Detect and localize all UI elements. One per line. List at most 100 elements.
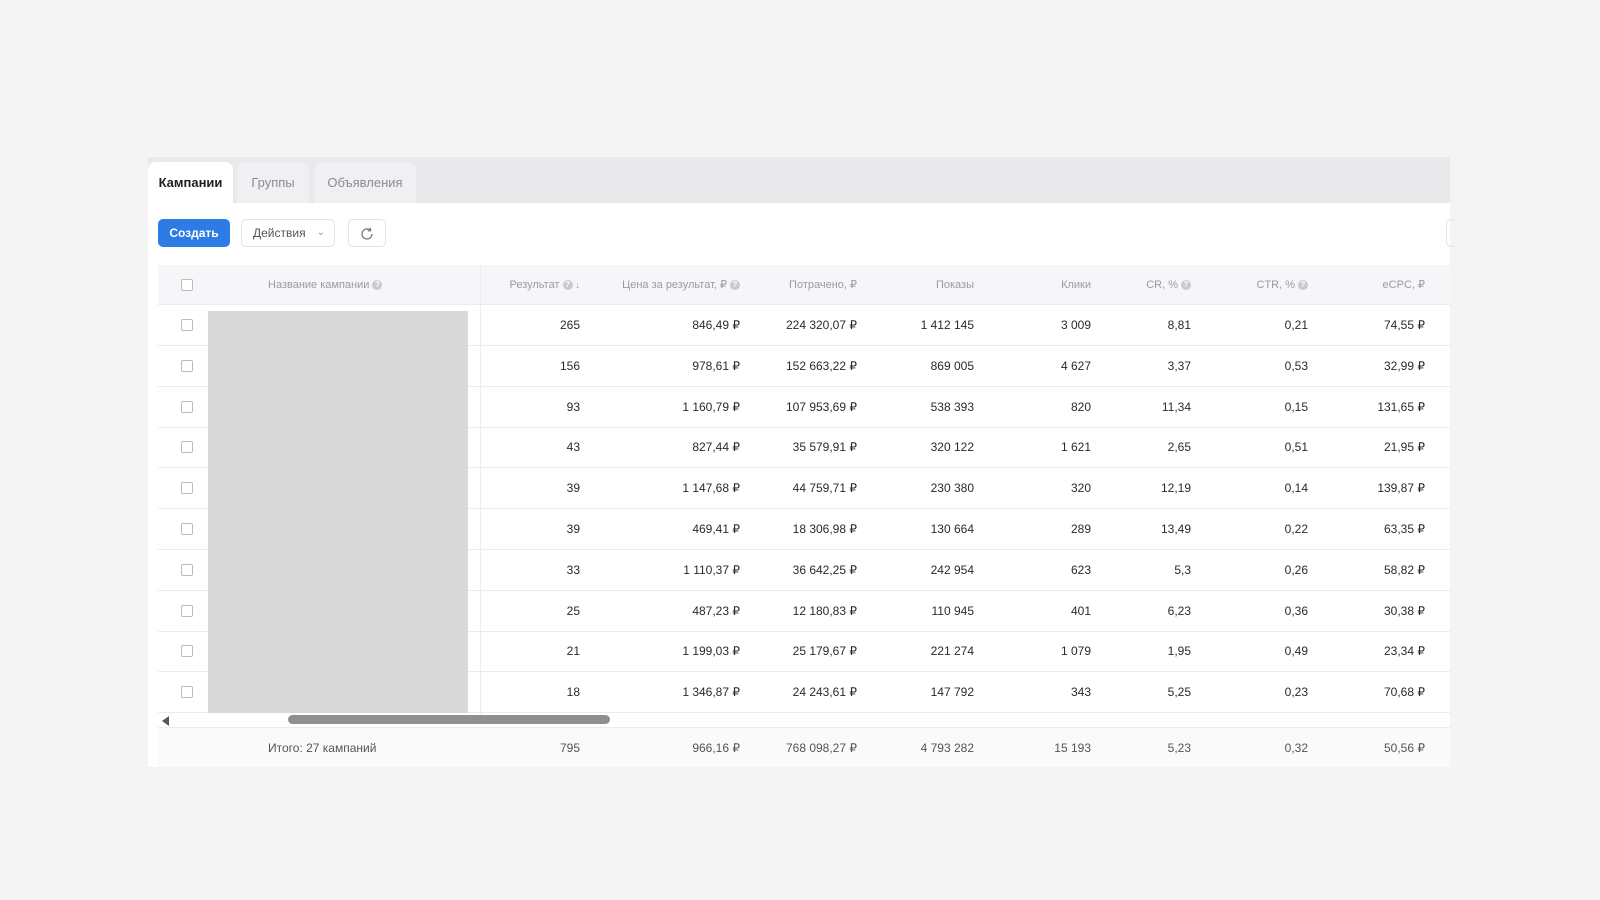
table-row[interactable]: 156 978,61 ₽ 152 663,22 ₽ 869 005 4 627 3,37 0… <box>158 346 1450 387</box>
row-checkbox[interactable] <box>181 686 193 699</box>
totals-cost-per-result: 966,16 ₽ <box>692 741 740 755</box>
cell-clicks: 623 <box>1070 562 1091 577</box>
cell-ctr: 0,26 <box>1284 562 1308 577</box>
refresh-button[interactable] <box>348 219 386 247</box>
table-row[interactable]: 25 487,23 ₽ 12 180,83 ₽ 110 945 401 6,23 0,36 3… <box>158 591 1450 632</box>
header-label: Цена за результат, ₽ <box>622 279 727 291</box>
cell-spent: 24 243,61 ₽ <box>792 685 857 700</box>
cell-result: 93 <box>566 399 580 414</box>
header-clicks[interactable]: Клики <box>974 265 1091 305</box>
cell-impressions: 538 393 <box>930 399 974 414</box>
cell-cost-per-result: 1 346,87 ₽ <box>682 685 740 700</box>
cell-ctr: 0,14 <box>1284 481 1308 496</box>
table-row[interactable]: 33 1 110,37 ₽ 36 642,25 ₽ 242 954 623 5,3 0,26… <box>158 550 1450 591</box>
cell-result: 156 <box>559 358 580 373</box>
horizontal-scrollbar[interactable] <box>158 713 1450 727</box>
cell-impressions: 1 412 145 <box>920 318 974 332</box>
tab-campaigns[interactable]: Кампании <box>148 162 233 203</box>
cell-ctr: 0,36 <box>1284 603 1308 618</box>
cell-cost-per-result: 846,49 ₽ <box>692 318 740 332</box>
cell-ecpc: 70,68 ₽ <box>1384 685 1425 700</box>
totals-ecpc: 50,56 ₽ <box>1384 741 1425 755</box>
row-checkbox[interactable] <box>181 604 193 617</box>
redacted-campaign-names <box>208 311 468 713</box>
table-row[interactable]: 39 469,41 ₽ 18 306,98 ₽ 130 664 289 13,49 0,22… <box>158 509 1450 550</box>
actions-label: Действия <box>253 226 306 240</box>
row-checkbox[interactable] <box>181 645 193 658</box>
row-checkbox[interactable] <box>181 523 193 535</box>
totals-label: Итого: 27 кампаний <box>268 741 377 755</box>
cell-impressions: 242 954 <box>930 562 974 577</box>
cell-ecpc: 30,38 ₽ <box>1384 603 1425 618</box>
actions-dropdown[interactable]: Действия ⌄ <box>241 219 335 247</box>
cell-cost-per-result: 1 110,37 ₽ <box>683 562 740 577</box>
row-checkbox[interactable] <box>181 563 193 576</box>
create-button[interactable]: Создать <box>158 219 230 247</box>
table-row[interactable]: 43 827,44 ₽ 35 579,91 ₽ 320 122 1 621 2,65 0,5… <box>158 427 1450 469</box>
table-row[interactable]: 265 846,49 ₽ 224 320,07 ₽ 1 412 145 3 009 8,8… <box>158 305 1450 346</box>
header-result[interactable]: Результат? ↓ <box>480 265 580 305</box>
row-checkbox[interactable] <box>181 400 193 413</box>
cell-impressions: 147 792 <box>930 685 974 700</box>
totals-cr: 5,23 <box>1167 741 1191 755</box>
table-row[interactable]: 39 1 147,68 ₽ 44 759,71 ₽ 230 380 320 12,19 0,… <box>158 468 1450 510</box>
cell-cr: 1,95 <box>1167 644 1191 659</box>
columns-settings-button[interactable] <box>1446 219 1454 247</box>
cell-cr: 5,3 <box>1174 562 1191 577</box>
chevron-down-icon: ⌄ <box>316 227 325 238</box>
cell-cost-per-result: 487,23 ₽ <box>692 603 740 618</box>
help-icon[interactable]: ? <box>1181 280 1191 291</box>
scrollbar-thumb[interactable] <box>288 715 610 724</box>
cell-cr: 11,34 <box>1161 399 1191 414</box>
totals-clicks: 15 193 <box>1054 741 1091 755</box>
header-ctr[interactable]: CTR, %? <box>1191 265 1308 305</box>
scroll-left-arrow-icon[interactable] <box>162 716 169 726</box>
header-label: Клики <box>1061 279 1091 291</box>
select-all-checkbox[interactable] <box>181 279 193 291</box>
cell-spent: 35 579,91 ₽ <box>792 440 857 455</box>
totals-ctr: 0,32 <box>1284 741 1308 755</box>
cell-cr: 6,23 <box>1167 603 1191 618</box>
refresh-icon <box>361 227 373 240</box>
header-ecpc[interactable]: eCPC, ₽ <box>1308 265 1425 305</box>
cell-spent: 152 663,22 ₽ <box>785 358 857 373</box>
cell-ctr: 0,23 <box>1284 685 1308 700</box>
table-row[interactable]: 93 1 160,79 ₽ 107 953,69 ₽ 538 393 820 11,34 0… <box>158 387 1450 428</box>
header-label: CR, % <box>1146 279 1178 291</box>
header-cost-per-result[interactable]: Цена за результат, ₽? <box>580 265 740 305</box>
cell-ecpc: 23,34 ₽ <box>1384 644 1425 659</box>
tab-groups[interactable]: Группы <box>237 162 309 203</box>
help-icon[interactable]: ? <box>562 280 573 291</box>
header-campaign-name[interactable]: Название кампании? <box>268 265 428 305</box>
help-icon[interactable]: ? <box>1298 280 1308 291</box>
header-cr[interactable]: CR, %? <box>1091 265 1191 305</box>
cell-cost-per-result: 827,44 ₽ <box>692 440 740 455</box>
row-checkbox[interactable] <box>181 441 193 454</box>
tab-ads[interactable]: Объявления <box>314 162 416 203</box>
header-label: eCPC, ₽ <box>1382 279 1425 291</box>
cell-cost-per-result: 1 147,68 ₽ <box>682 481 740 496</box>
cell-ctr: 0,49 <box>1284 644 1308 659</box>
cell-cr: 8,81 <box>1167 318 1191 332</box>
row-checkbox[interactable] <box>181 359 193 372</box>
header-spent[interactable]: Потрачено, ₽ <box>740 265 857 305</box>
cell-result: 25 <box>566 603 580 618</box>
cell-ctr: 0,51 <box>1284 440 1308 455</box>
header-impressions[interactable]: Показы <box>857 265 974 305</box>
cell-spent: 107 953,69 ₽ <box>785 399 857 414</box>
header-label: Результат <box>509 279 560 291</box>
help-icon[interactable]: ? <box>372 280 383 291</box>
row-checkbox[interactable] <box>181 319 193 331</box>
totals-impressions: 4 793 282 <box>920 741 974 755</box>
totals-row: Итого: 27 кампаний 795 966,16 ₽ 768 098,… <box>158 727 1450 767</box>
cell-cost-per-result: 1 160,79 ₽ <box>682 399 740 414</box>
cell-ctr: 0,21 <box>1284 318 1308 332</box>
table-row[interactable]: 21 1 199,03 ₽ 25 179,67 ₽ 221 274 1 079 1,95 0… <box>158 631 1450 673</box>
help-icon[interactable]: ? <box>730 280 740 291</box>
cell-clicks: 3 009 <box>1060 318 1091 332</box>
cell-cost-per-result: 1 199,03 ₽ <box>682 644 740 659</box>
table-row[interactable]: 18 1 346,87 ₽ 24 243,61 ₽ 147 792 343 5,25 0,2… <box>158 672 1450 714</box>
sort-icon[interactable]: ↓ <box>575 280 581 290</box>
row-checkbox[interactable] <box>181 482 193 495</box>
cell-impressions: 221 274 <box>930 644 974 659</box>
